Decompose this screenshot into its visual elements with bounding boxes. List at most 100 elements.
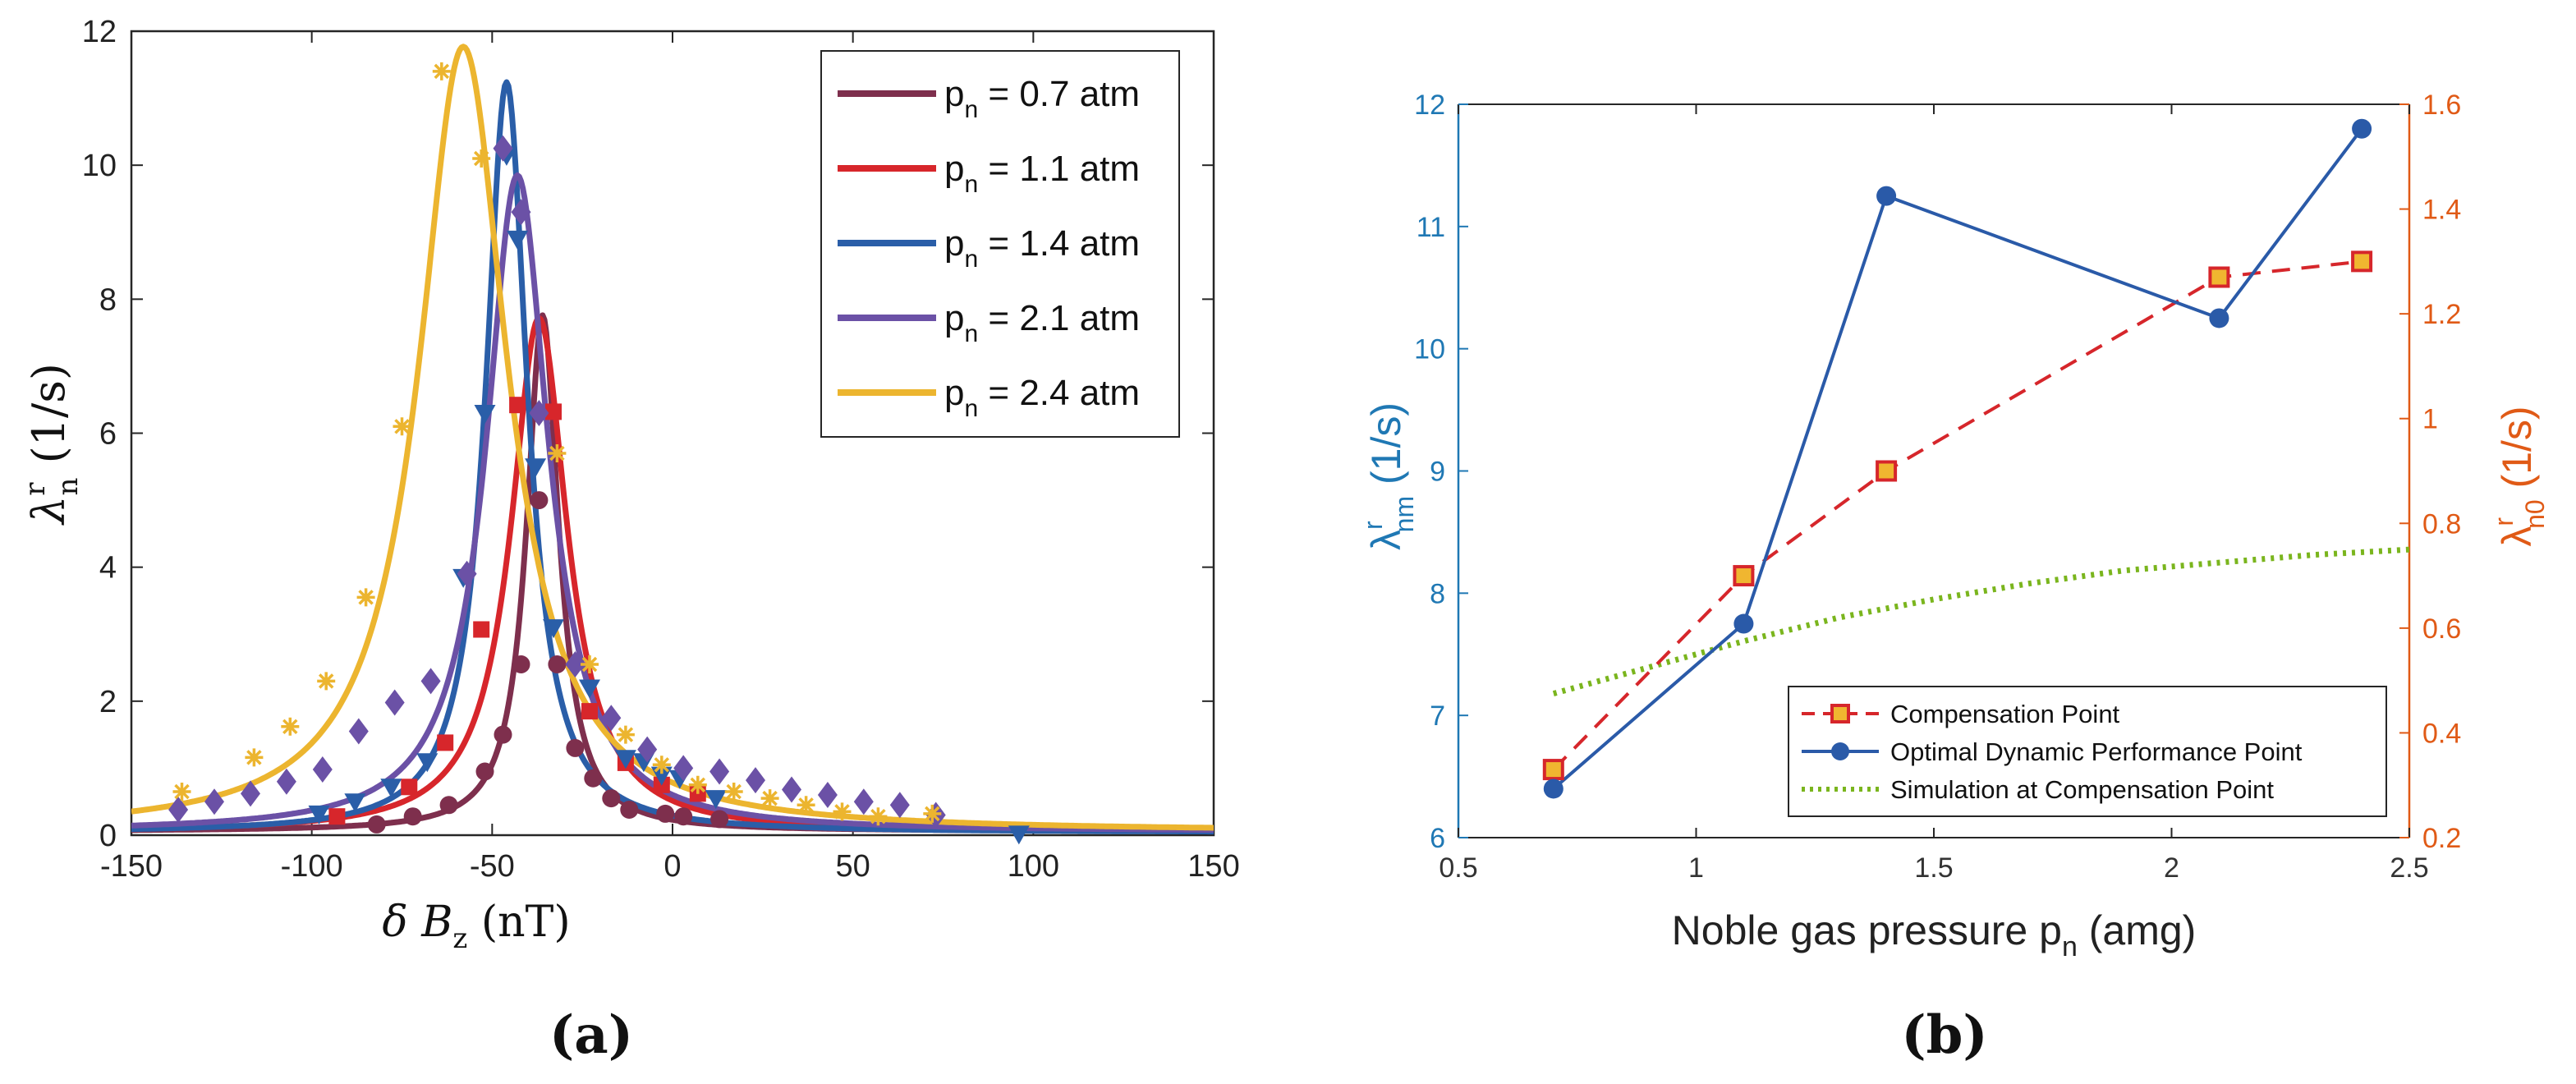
panel-a-point-s1-shape <box>581 703 598 720</box>
panel-a-point-s1-shape <box>437 734 454 751</box>
panel-a-point-s4-shape <box>245 748 264 767</box>
panel-b-optimal-point <box>1543 779 1564 799</box>
panel-b-right-tick-label: 1.2 <box>2422 299 2461 330</box>
panel-a-point-s4-shape <box>472 149 491 168</box>
panel-a-point-s4 <box>652 756 671 774</box>
panel-a-point-s4 <box>923 804 942 823</box>
panel-a-point-s1-shape <box>328 808 346 825</box>
panel-a-point-s0-shape <box>602 789 621 808</box>
panel-a-point-s0 <box>656 804 675 823</box>
panel-b-ylabel-right-main: λ <box>2494 526 2540 547</box>
panel-a-point-s2-shape <box>525 458 547 478</box>
panel-b-legend-box <box>1788 686 2387 817</box>
panel-b-right-tick-label: 0.4 <box>2422 718 2461 749</box>
panel-a-legend-prefix: p <box>944 149 964 189</box>
panel-a-point-s2-shape <box>1008 825 1030 845</box>
panel-a-legend-prefix: p <box>944 74 964 114</box>
panel-a-legend-prefix: p <box>944 373 964 413</box>
panel-a-point-s0 <box>674 807 693 826</box>
panel-a-point-s3 <box>384 689 405 716</box>
panel-b-left-tick-label: 10 <box>1414 334 1445 365</box>
panel-b-x-tick-label: 1 <box>1688 852 1704 884</box>
panel-b-ylabel-right-sup: r <box>2489 517 2519 526</box>
panel-a-point-s3-shape <box>782 776 801 803</box>
panel-b-chart: 0.5 1 1.5 2 2.5 6 7 8 9 10 11 12 0.2 0.4 0.6 0.8 1 1.2 1.4… <box>1358 90 2550 1066</box>
panel-a-point-s0-shape <box>475 762 494 781</box>
panel-a-ylabel-sub: n <box>52 478 85 496</box>
panel-a-point-s3 <box>241 780 260 807</box>
panel-b-xlabel-unit: (amg) <box>2078 907 2196 953</box>
panel-a-y-tick-label: 12 <box>82 15 117 49</box>
panel-a-point-s1-shape <box>473 621 490 638</box>
panel-a-xlabel-main: δ B <box>382 898 452 947</box>
panel-a-y-tick-label: 0 <box>99 819 117 853</box>
panel-a-point-s0-shape <box>530 491 549 510</box>
panel-a-point-s4-shape <box>581 655 599 673</box>
panel-a-legend-value: = 1.4 atm <box>978 223 1140 264</box>
panel-a-point-s2-shape <box>705 790 727 810</box>
panel-b-left-tick-label: 8 <box>1430 578 1445 609</box>
panel-a-axes <box>130 30 1215 837</box>
panel-a-point-s4-shape <box>797 796 815 815</box>
panel-b-left-tick-label: 6 <box>1430 823 1445 854</box>
panel-b-series <box>1542 118 2410 799</box>
panel-b-axes <box>1457 103 2411 838</box>
panel-b-right-tick-label: 1.6 <box>2422 90 2461 121</box>
panel-a-point-s0-shape <box>548 655 567 673</box>
panel-a-point-s2-shape <box>344 793 366 813</box>
panel-a-point-s2-shape <box>416 753 439 773</box>
panel-a-point-s4 <box>393 417 411 436</box>
panel-a-y-axis-label: λrn (1/s) <box>19 363 85 526</box>
panel-a-point-s3-shape <box>565 651 585 678</box>
panel-a-point-s3 <box>746 767 765 794</box>
panel-a-point-s2 <box>579 679 600 699</box>
panel-a-point-s1 <box>401 779 418 796</box>
panel-a-point-s3-shape <box>709 758 730 785</box>
panel-b-right-tick-label: 1 <box>2422 404 2438 435</box>
panel-b-ylabel-left-sup: r <box>1358 521 1388 530</box>
panel-a-legend-sub: n <box>964 395 978 422</box>
panel-b-x-tick-label: 2 <box>2164 852 2179 884</box>
panel-a-point-s3 <box>493 135 513 162</box>
panel-a-point-s4 <box>245 748 264 767</box>
panel-a-point-s4-shape <box>356 588 375 607</box>
panel-a-point-s3 <box>601 705 622 732</box>
panel-a-point-s3 <box>673 755 694 782</box>
panel-b-legend-label-0: Compensation Point <box>1890 700 2120 728</box>
panel-a-legend-prefix: p <box>944 223 964 264</box>
panel-a-point-s2-shape <box>543 619 564 639</box>
panel-a-point-s0-shape <box>620 801 639 819</box>
panel-a-point-s4-shape <box>724 783 743 801</box>
panel-a-x-axis-label: δ Bz (nT) <box>382 898 570 955</box>
panel-a-point-s2 <box>507 230 529 250</box>
panel-a-point-s0 <box>620 801 639 819</box>
panel-a-point-s4 <box>724 783 743 801</box>
panel-b-left-y-axis-label: λrnm (1/s) <box>1358 402 1419 550</box>
panel-b-legend-marker-compensation <box>1830 704 1850 723</box>
panel-a-point-s3-shape <box>601 705 622 732</box>
panel-b-compensation-point <box>1733 565 1755 587</box>
panel-a-point-s0 <box>512 655 530 673</box>
panel-a-point-s4-shape <box>760 789 779 808</box>
panel-b-compensation-point <box>1542 759 1564 781</box>
panel-b-legend-marker-optimal <box>1831 742 1849 760</box>
panel-a-point-s2 <box>614 750 636 769</box>
panel-a-point-s2 <box>344 793 366 813</box>
panel-a-x-tick-label: -50 <box>470 849 515 884</box>
panel-a-point-s3 <box>457 560 477 587</box>
panel-b-ylabel-left-sub: nm <box>1389 496 1419 532</box>
panel-b-optimal-point <box>1733 613 1754 634</box>
panel-a-point-s1 <box>328 808 346 825</box>
panel-a-legend-label-0: pn = 0.7 atm <box>944 74 1140 123</box>
panel-a-point-s4 <box>688 775 707 794</box>
panel-a-tick-labels: -150 -100 -50 0 50 100 150 0 2 4 6 8 10 12 <box>82 15 1240 884</box>
panel-a-point-s3-shape <box>637 736 658 763</box>
panel-a-point-s0-shape <box>403 807 422 826</box>
panel-a-point-s0-shape <box>439 796 458 815</box>
panel-a-data-points <box>168 62 1030 845</box>
panel-a-point-s4 <box>432 62 451 80</box>
panel-a-legend-label-2: pn = 1.4 atm <box>944 223 1140 273</box>
panel-a-legend-value: = 2.1 atm <box>978 298 1140 338</box>
panel-a-point-s2 <box>380 779 402 798</box>
